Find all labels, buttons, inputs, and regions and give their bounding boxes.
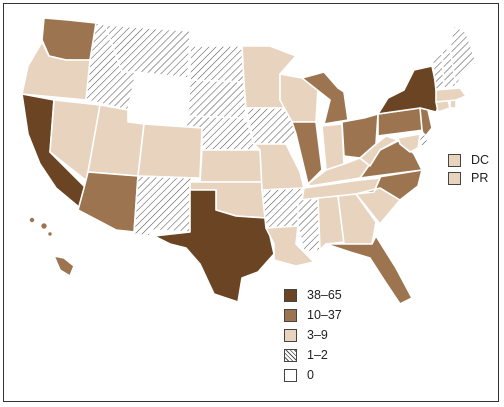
state-hi <box>53 255 75 277</box>
legend-label: 3–9 <box>307 328 328 342</box>
state-hi-island-1 <box>28 216 36 224</box>
legend-item-38-65: 38–65 <box>284 287 342 303</box>
legend-label: 0 <box>307 368 314 382</box>
state-ny <box>377 65 441 115</box>
state-sd <box>187 79 247 119</box>
state-md <box>397 133 421 153</box>
state-fl <box>325 235 413 305</box>
territory-dc-swatch <box>448 153 461 167</box>
legend-item-0: 0 <box>284 367 314 383</box>
state-la <box>265 225 315 267</box>
state-ks <box>199 149 263 183</box>
territory-dc: DC <box>448 152 489 168</box>
state-co <box>137 123 203 179</box>
legend-item-1-2: 1–2 <box>284 347 328 363</box>
state-wa <box>41 17 97 61</box>
state-nj <box>419 107 433 139</box>
state-mi <box>301 71 349 125</box>
territory-pr-swatch <box>448 171 461 185</box>
legend-label: 10–37 <box>307 308 342 322</box>
state-az <box>77 171 139 233</box>
state-wy <box>127 77 189 127</box>
legend-swatch <box>284 288 297 302</box>
legend-label: 1–2 <box>307 348 328 362</box>
legend-item-3-9: 3–9 <box>284 327 328 343</box>
legend-item-10-37: 10–37 <box>284 307 342 323</box>
state-ma <box>435 87 467 103</box>
state-hi-island-2 <box>39 221 49 231</box>
state-mt <box>104 24 191 79</box>
us-states <box>21 17 477 305</box>
state-ia <box>245 107 297 145</box>
legend-swatch <box>284 348 297 362</box>
territory-dc-label: DC <box>471 153 490 167</box>
legend-swatch <box>284 328 297 342</box>
state-in <box>321 123 345 171</box>
state-il <box>291 121 323 185</box>
state-nd <box>189 45 245 83</box>
state-ga <box>337 193 377 245</box>
state-nc <box>355 169 423 201</box>
state-me <box>449 25 477 87</box>
legend-swatch <box>284 368 297 382</box>
state-nm <box>133 175 193 237</box>
state-hi-island-3 <box>46 230 54 238</box>
map-frame: DC PR 38–65 10–37 3–9 1–2 0 <box>3 3 499 402</box>
state-tx <box>153 189 275 303</box>
state-ms <box>297 197 321 253</box>
territory-pr-label: PR <box>471 171 489 185</box>
state-mo <box>253 143 305 191</box>
state-ak <box>89 245 155 303</box>
state-al <box>317 195 345 251</box>
us-map <box>21 17 477 305</box>
legend-swatch <box>284 308 297 322</box>
territory-pr: PR <box>448 170 488 186</box>
legend-label: 38–65 <box>307 288 342 302</box>
